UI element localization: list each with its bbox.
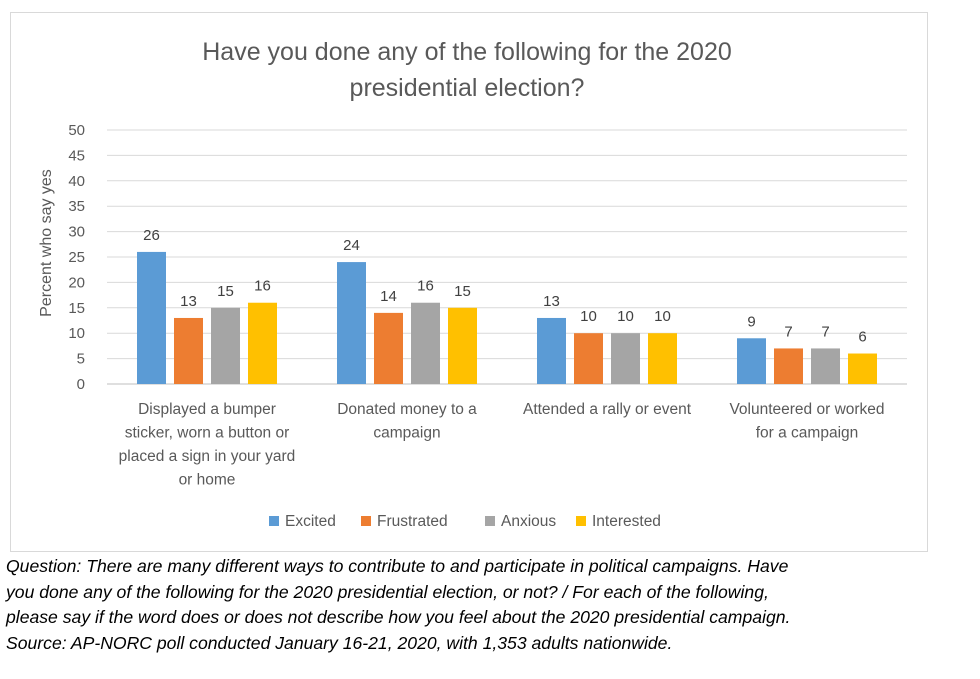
caption-line-2: you done any of the following for the 20… [6,581,769,602]
category-label: Volunteered or worked for a campaign [729,401,884,442]
bar-chart: Have you done any of the following for t… [38,38,907,530]
legend-swatch [361,516,371,526]
bar-interested [648,333,677,384]
y-tick-label: 30 [68,224,85,241]
bar-anxious [611,333,640,384]
category-label: Attended a rally or event [523,401,692,418]
legend-swatch [269,516,279,526]
legend-item-excited: Excited [269,513,336,530]
legend-swatch [485,516,495,526]
data-label: 9 [747,313,755,330]
data-label: 10 [654,308,671,325]
bar-excited [337,262,366,384]
category-labels: Displayed a bumper sticker, worn a button… [119,401,885,489]
chart-title-line-1: Have you done any of the following for t… [202,38,732,66]
y-tick-label: 0 [77,376,85,393]
data-label: 10 [617,308,634,325]
chart-frame: Have you done any of the following for t… [10,12,928,552]
y-tick-label: 20 [68,274,85,291]
bar-frustrated [174,317,203,384]
data-label: 10 [580,308,597,325]
data-label: 7 [784,323,792,340]
caption-line-1: Question: There are many different ways … [6,556,789,576]
bar-excited [137,251,166,384]
y-tick-label: 10 [68,325,85,342]
y-tick-label: 45 [68,147,85,164]
y-tick-label: 50 [68,122,85,139]
legend-label: Interested [592,513,661,530]
bar-excited [537,317,566,384]
legend-item-interested: Interested [576,513,661,530]
category-label: Donated money to a campaign [337,401,477,442]
legend-label: Anxious [501,513,556,530]
data-label: 16 [254,278,271,295]
bar-frustrated [374,312,403,384]
bar-anxious [411,302,440,384]
y-tick-labels: 0 5 10 15 20 25 30 35 40 45 50 [68,122,85,393]
bar-anxious [811,348,840,384]
legend-swatch [576,516,586,526]
bar-interested [848,353,877,384]
y-tick-label: 25 [68,249,85,266]
bar-excited [737,338,766,384]
data-label: 26 [143,227,160,244]
data-labels: 26 13 15 16 24 14 16 15 13 10 10 10 9 7 7 6 [143,227,867,346]
legend-item-anxious: Anxious [485,513,556,530]
data-label: 15 [217,283,234,300]
data-label: 16 [417,278,434,295]
data-label: 14 [380,288,397,305]
y-tick-label: 35 [68,198,85,215]
legend-label: Excited [285,513,336,530]
bars [137,251,877,384]
y-tick-label: 5 [77,351,85,368]
data-label: 13 [180,293,197,310]
bar-frustrated [574,333,603,384]
data-label: 24 [343,237,360,254]
data-label: 13 [543,293,560,310]
chart-title-line-2: presidential election? [350,74,585,102]
caption: Question: There are many different ways … [6,554,978,656]
bar-interested [248,302,277,384]
data-label: 7 [821,323,829,340]
legend-item-frustrated: Frustrated [361,513,448,530]
bar-interested [448,307,477,384]
bar-anxious [211,307,240,384]
bar-frustrated [774,348,803,384]
y-axis-label: Percent who say yes [38,169,55,317]
category-label: Displayed a bumper sticker, worn a button… [119,401,296,489]
caption-line-4: Source: AP-NORC poll conducted January 1… [6,632,673,653]
legend: Excited Frustrated Anxious Interested [269,513,661,530]
data-label: 6 [858,329,866,346]
y-tick-label: 40 [68,173,85,190]
data-label: 15 [454,283,471,300]
y-tick-label: 15 [68,300,85,317]
gridlines [107,129,907,385]
legend-label: Frustrated [377,513,448,530]
caption-line-3: please say if the word does or does not … [6,607,791,627]
